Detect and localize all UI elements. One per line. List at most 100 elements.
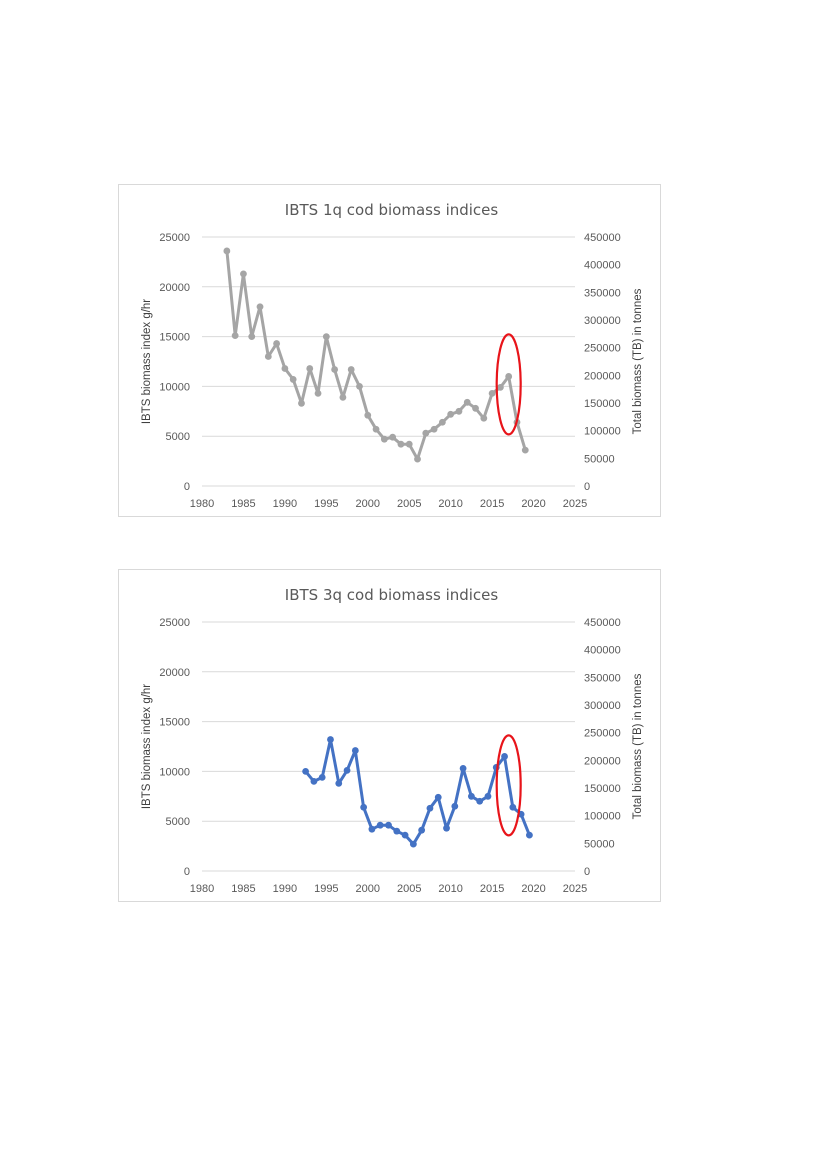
data-point (256, 303, 264, 311)
y-tick-label: 20000 (159, 282, 190, 294)
x-tick-label: 1985 (231, 498, 255, 510)
x-tick-label: 2010 (438, 883, 462, 895)
data-point (480, 414, 488, 422)
series-line (304, 738, 531, 846)
y2-tick-label: 150000 (584, 398, 621, 410)
data-point (497, 383, 504, 391)
y2-axis-title: Total biomass (TB) in tonnes (632, 288, 644, 434)
data-point (459, 765, 467, 772)
data-point (310, 777, 318, 785)
data-point (372, 425, 380, 433)
data-point (298, 399, 305, 407)
data-point (302, 768, 310, 775)
y2-tick-label: 400000 (584, 260, 621, 272)
y2-tick-label: 400000 (584, 645, 621, 657)
highlight-ellipse (495, 333, 522, 436)
y-tick-label: 15000 (159, 717, 190, 729)
x-tick-label: 2015 (480, 883, 504, 895)
data-point (422, 429, 430, 437)
y2-tick-label: 300000 (584, 700, 621, 712)
data-point (409, 840, 417, 848)
x-tick-label: 2000 (356, 883, 380, 895)
x-tick-label: 1995 (314, 883, 338, 895)
data-point (418, 826, 426, 834)
data-point (393, 827, 401, 835)
y2-tick-label: 200000 (584, 370, 621, 382)
y2-tick-label: 300000 (584, 315, 621, 327)
chart-title: IBTS 1q cod biomass indices (285, 201, 499, 219)
data-point (343, 767, 351, 774)
data-point (248, 333, 256, 340)
chart-svg: IBTS 1q cod biomass indices 0 5000 10000 150… (141, 201, 644, 510)
data-point (476, 797, 484, 805)
data-point (314, 389, 322, 397)
data-point (443, 824, 450, 832)
data-point (368, 825, 376, 833)
x-tick-label: 2005 (397, 498, 421, 510)
x-tick-label: 1980 (190, 498, 214, 510)
data-point (264, 353, 272, 360)
data-point (351, 747, 359, 754)
y-tick-label: 5000 (166, 816, 190, 828)
data-point (380, 435, 388, 443)
y-tick-label: 0 (184, 481, 190, 493)
data-point (401, 831, 409, 839)
x-tick-label: 2000 (356, 498, 380, 510)
y-tick-label: 15000 (159, 332, 190, 344)
y-tick-label: 5000 (166, 431, 190, 443)
data-point (509, 803, 517, 811)
data-point (339, 393, 347, 401)
data-point (289, 376, 297, 383)
data-point (240, 270, 247, 278)
data-point (356, 383, 363, 390)
y2-tick-label: 50000 (584, 453, 615, 465)
y2-tick-label: 350000 (584, 287, 621, 299)
data-point (364, 411, 372, 419)
data-point (360, 803, 368, 811)
x-tick-label: 1990 (273, 498, 297, 510)
y2-tick-label: 100000 (584, 426, 621, 438)
data-point (223, 247, 231, 255)
data-point (505, 373, 513, 380)
y-tick-label: 10000 (159, 381, 190, 393)
data-point (472, 404, 479, 412)
y-tick-label: 10000 (159, 766, 190, 778)
data-point (521, 446, 529, 454)
data-point (385, 821, 392, 829)
data-point (389, 433, 397, 441)
data-point (347, 366, 355, 373)
data-point (331, 366, 339, 373)
x-tick-label: 2015 (480, 498, 504, 510)
data-point (306, 365, 314, 372)
y2-tick-label: 150000 (584, 783, 621, 795)
data-point (414, 455, 421, 463)
y2-tick-label: 200000 (584, 755, 621, 767)
y-axis-title: IBTS biomass index g/hr (141, 684, 153, 809)
y2-tick-label: 350000 (584, 672, 621, 684)
y2-tick-label: 450000 (584, 232, 621, 244)
highlight-ellipse (495, 734, 522, 837)
y-tick-label: 0 (184, 866, 190, 878)
data-point (426, 804, 434, 812)
data-point (327, 736, 334, 743)
y2-tick-label: 450000 (584, 617, 621, 629)
x-tick-label: 2025 (563, 498, 587, 510)
chart-title: IBTS 3q cod biomass indices (285, 586, 499, 604)
x-tick-label: 1995 (314, 498, 338, 510)
y-tick-label: 20000 (159, 667, 190, 679)
data-point (281, 365, 289, 372)
y2-tick-label: 0 (584, 481, 590, 493)
data-point (231, 332, 239, 340)
data-point (405, 440, 413, 448)
y2-axis-title: Total biomass (TB) in tonnes (632, 673, 644, 819)
y2-tick-label: 250000 (584, 343, 621, 355)
data-point (488, 389, 496, 397)
x-tick-label: 2020 (521, 883, 545, 895)
data-point (447, 410, 455, 418)
data-point (451, 802, 459, 810)
x-tick-label: 2025 (563, 883, 587, 895)
data-point (501, 753, 508, 760)
data-point (318, 773, 326, 781)
y-tick-label: 25000 (159, 232, 190, 244)
data-point (467, 792, 475, 800)
